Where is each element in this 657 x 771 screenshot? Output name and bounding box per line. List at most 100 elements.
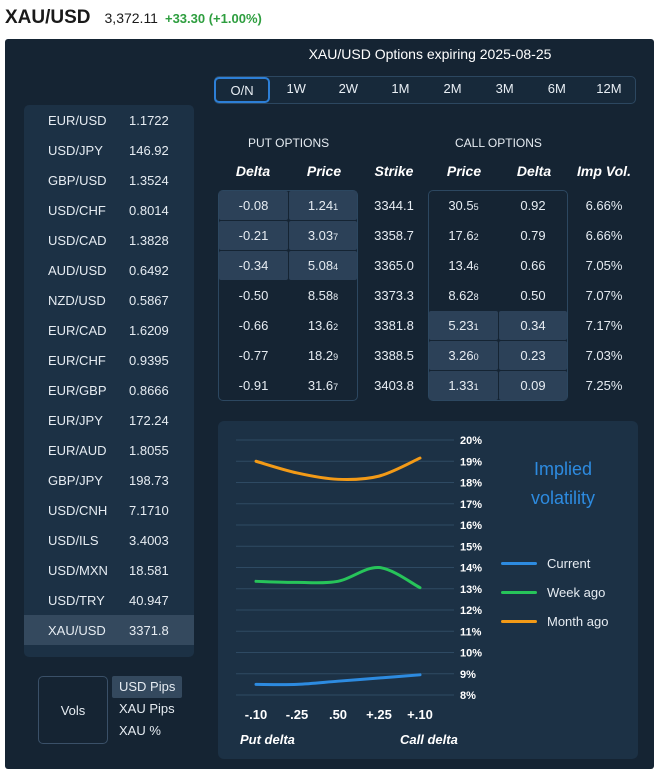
put-delta-cell[interactable]: -0.50 — [219, 281, 288, 310]
cell-value: -0.66 — [238, 318, 269, 333]
currency-item[interactable]: GBP/USD 1.3524 — [24, 165, 194, 195]
strike-cell: 3388.5 — [359, 341, 429, 370]
header-imp-vol: Imp Vol. — [577, 163, 631, 179]
cell-value: 3373.3 — [374, 288, 414, 303]
call-price-cell[interactable]: 30.55 — [429, 191, 498, 220]
put-options-heading: PUT OPTIONS — [248, 136, 330, 150]
cell-value: 6.66% — [585, 228, 623, 243]
currency-item[interactable]: EUR/AUD 1.8055 — [24, 435, 194, 465]
put-price-cell[interactable]: 3.037 — [289, 221, 357, 250]
currency-item[interactable]: USD/CHF 0.8014 — [24, 195, 194, 225]
imp-vol-cell: 6.66% — [569, 221, 639, 250]
cell-value: 3358.7 — [374, 228, 414, 243]
call-price-cell[interactable]: 17.62 — [429, 221, 498, 250]
call-price-cell[interactable]: 8.628 — [429, 281, 498, 310]
currency-item[interactable]: EUR/USD 1.1722 — [24, 105, 194, 135]
currency-item[interactable]: USD/MXN 18.581 — [24, 555, 194, 585]
tab-2w[interactable]: 2W — [338, 81, 359, 96]
tab-1w[interactable]: 1W — [286, 81, 306, 96]
currency-item[interactable]: USD/JPY 146.92 — [24, 135, 194, 165]
put-delta-cell[interactable]: -0.21 — [219, 221, 288, 250]
currency-item[interactable]: USD/CNH 7.1710 — [24, 495, 194, 525]
currency-item[interactable]: USD/TRY 40.947 — [24, 585, 194, 615]
vols-toggle-button[interactable]: Vols — [38, 676, 108, 744]
currency-pair: GBP/USD — [48, 172, 107, 188]
call-delta-cell[interactable]: 0.34 — [499, 311, 567, 340]
put-price-cell[interactable]: 5.084 — [289, 251, 357, 280]
call-delta-cell[interactable]: 0.50 — [499, 281, 567, 310]
cell-value: 13.4 — [448, 258, 474, 273]
tab-on[interactable]: O/N — [214, 77, 271, 103]
currency-item[interactable]: EUR/CHF 0.9395 — [24, 345, 194, 375]
currency-item[interactable]: USD/CAD 1.3828 — [24, 225, 194, 255]
cell-pip: 7 — [333, 382, 339, 392]
currency-pair: USD/ILS — [48, 532, 99, 548]
cell-value: 0.23 — [520, 348, 546, 363]
cell-pip: 2 — [473, 232, 479, 242]
put-delta-cell[interactable]: -0.34 — [219, 251, 288, 280]
tab-3m[interactable]: 3M — [495, 81, 514, 96]
cell-value: 0.66 — [520, 258, 546, 273]
currency-item[interactable]: AUD/USD 0.6492 — [24, 255, 194, 285]
call-price-cell[interactable]: 3.260 — [429, 341, 498, 370]
unit-xau-pips[interactable]: XAU Pips — [119, 701, 175, 716]
put-price-cell[interactable]: 31.67 — [289, 371, 357, 400]
tab-12m[interactable]: 12M — [596, 81, 622, 96]
call-price-cell[interactable]: 1.331 — [429, 371, 498, 400]
tab-2m[interactable]: 2M — [443, 81, 462, 96]
put-price-cell[interactable]: 13.62 — [289, 311, 357, 340]
put-price-cell[interactable]: 1.241 — [289, 191, 357, 220]
imp-vol-cell: 7.07% — [569, 281, 639, 310]
cell-value: 30.5 — [448, 198, 474, 213]
call-delta-cell[interactable]: 0.79 — [499, 221, 567, 250]
cell-pip: 0 — [473, 352, 479, 362]
call-delta-cell[interactable]: 0.66 — [499, 251, 567, 280]
legend-label: Current — [547, 556, 591, 571]
cell-pip: 1 — [333, 202, 339, 212]
call-divider — [498, 191, 499, 400]
put-price-cell[interactable]: 18.29 — [289, 341, 357, 370]
cell-value: 3388.5 — [374, 348, 414, 363]
currency-pair: NZD/USD — [48, 292, 106, 308]
currency-item[interactable]: NZD/USD 0.5867 — [24, 285, 194, 315]
cell-value: 6.66% — [585, 198, 623, 213]
unit-usd-pips[interactable]: USD Pips — [112, 676, 183, 698]
cell-value: 7.05% — [585, 258, 623, 273]
series-week-ago-line — [254, 565, 422, 590]
call-price-cell[interactable]: 5.231 — [429, 311, 498, 340]
tab-6m[interactable]: 6M — [547, 81, 566, 96]
currency-item[interactable]: EUR/CAD 1.6209 — [24, 315, 194, 345]
currency-item[interactable]: EUR/JPY 172.24 — [24, 405, 194, 435]
unit-options: USD Pips XAU Pips XAU % — [112, 676, 183, 742]
call-delta-cell[interactable]: 0.92 — [499, 191, 567, 220]
put-delta-cell[interactable]: -0.08 — [219, 191, 288, 220]
tab-1m[interactable]: 1M — [391, 81, 410, 96]
currency-item[interactable]: GBP/JPY 198.73 — [24, 465, 194, 495]
cell-value: 0.50 — [520, 288, 546, 303]
cell-pip: 2 — [333, 322, 339, 332]
unit-xau-percent[interactable]: XAU % — [119, 723, 161, 738]
call-delta-cell[interactable]: 0.23 — [499, 341, 567, 370]
currency-item-selected[interactable]: XAU/USD 3371.8 — [24, 615, 194, 645]
call-delta-cell[interactable]: 0.09 — [499, 371, 567, 400]
header-call-price: Price — [446, 163, 482, 179]
currency-item[interactable]: EUR/GBP 0.8666 — [24, 375, 194, 405]
put-delta-cell[interactable]: -0.66 — [219, 311, 288, 340]
cell-pip: 1 — [473, 382, 479, 392]
y-tick-label: 15% — [460, 541, 482, 553]
put-delta-cell[interactable]: -0.77 — [219, 341, 288, 370]
currency-pair: USD/JPY — [48, 142, 103, 158]
legend-label: Week ago — [547, 585, 606, 600]
currency-list: EUR/USD 1.1722 USD/JPY 146.92 GBP/USD 1.352… — [24, 105, 194, 657]
y-tick-label: 9% — [460, 669, 476, 681]
cell-pip: 7 — [333, 232, 339, 242]
currency-item[interactable]: USD/ILS 3.4003 — [24, 525, 194, 555]
currency-rate: 198.73 — [129, 472, 169, 488]
x-tick-label: .50 — [329, 707, 347, 722]
put-delta-cell[interactable]: -0.91 — [219, 371, 288, 400]
imp-vol-cell: 7.17% — [569, 311, 639, 340]
put-price-cell[interactable]: 8.588 — [289, 281, 357, 310]
cell-value: -0.34 — [238, 258, 269, 273]
currency-rate: 146.92 — [129, 142, 169, 158]
call-price-cell[interactable]: 13.46 — [429, 251, 498, 280]
